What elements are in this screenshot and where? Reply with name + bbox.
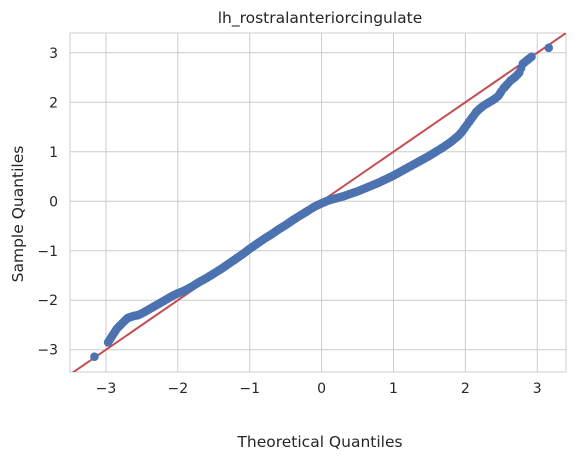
plot-frame [69,32,567,373]
y-axis-label: Sample Quantiles [9,146,27,283]
data-point [544,43,554,53]
y-tick-label: −1 [37,244,58,260]
chart-title: lh_rostralanteriorcingulate [218,9,423,28]
x-tick-label: −3 [96,381,117,397]
y-tick-label: 3 [49,46,58,62]
y-tick-label: 2 [49,95,58,111]
y-tick-label: 1 [49,145,58,161]
x-tick-label: 1 [389,381,398,397]
data-points [90,43,554,361]
x-tick-label: 2 [461,381,470,397]
y-tick-labels: −3 −2 −1 0 1 2 3 [37,46,58,359]
x-tick-label: 0 [317,381,326,397]
y-tick-label: −2 [37,293,58,309]
x-axis-label: Theoretical Quantiles [236,433,402,451]
x-tick-label: −2 [168,381,189,397]
data-point [90,352,99,361]
data-point [527,52,536,62]
y-tick-label: 0 [49,194,58,210]
x-tick-label: 3 [533,381,542,397]
x-tick-labels: −3 −2 −1 0 1 2 3 [96,381,542,397]
y-tick-label: −3 [37,343,58,359]
plot-area [71,33,566,372]
x-tick-label: −1 [239,381,260,397]
